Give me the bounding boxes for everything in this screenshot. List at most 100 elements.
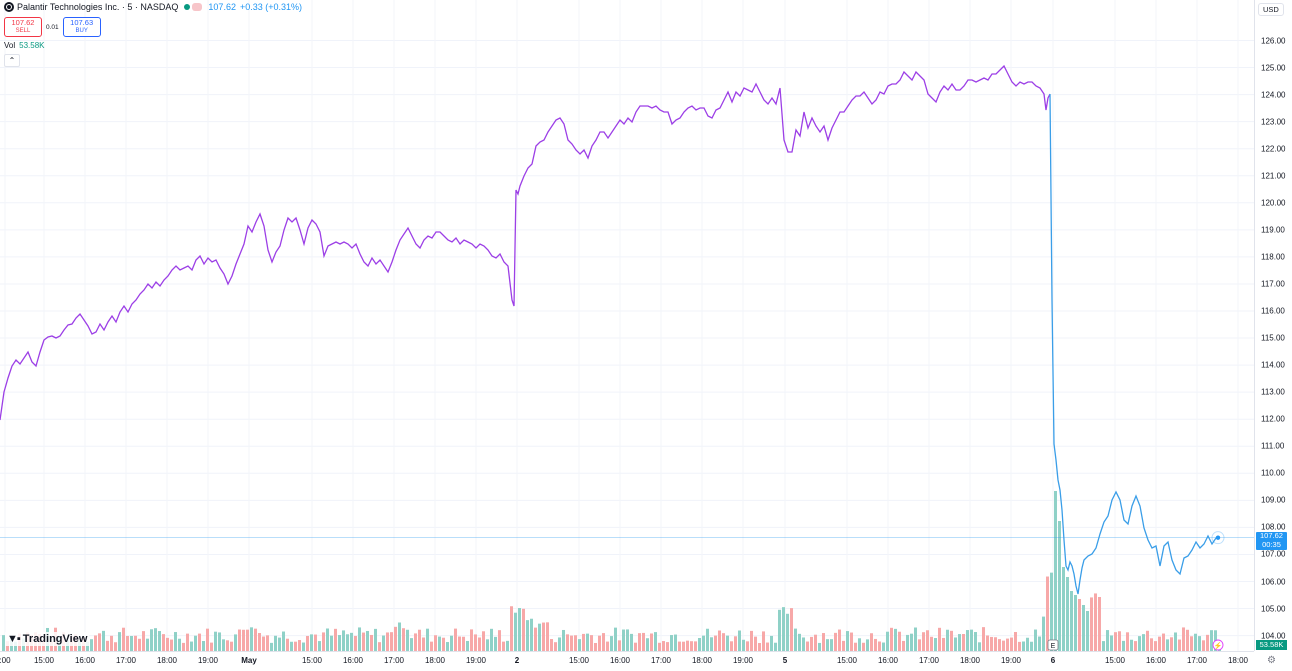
volume-bar xyxy=(686,640,689,651)
time-tick: 15:00 xyxy=(1104,656,1126,665)
volume-bar xyxy=(1006,638,1009,651)
volume-bar xyxy=(1050,572,1053,651)
volume-bar xyxy=(1154,641,1157,651)
volume-bar xyxy=(478,637,481,651)
price-tick: 117.00 xyxy=(1261,279,1285,289)
time-tick: 19:00 xyxy=(1000,656,1022,665)
volume-bar xyxy=(90,639,93,651)
time-tick: May xyxy=(241,656,257,665)
sell-button[interactable]: 107.62 SELL xyxy=(4,17,42,37)
time-scale[interactable]: :00 15:00 16:00 17:00 18:00 19:00 May 15:00 16:0… xyxy=(0,651,1254,671)
volume-bar xyxy=(806,641,809,651)
volume-bar xyxy=(966,630,969,651)
volume-bar xyxy=(1170,637,1173,651)
symbol-title[interactable]: Palantir Technologies Inc. · 5 · NASDAQ xyxy=(17,2,179,12)
volume-bar xyxy=(738,630,741,651)
volume-bar xyxy=(1086,611,1089,651)
volume-bar xyxy=(766,642,769,651)
volume-bar xyxy=(878,641,881,651)
volume-bar xyxy=(998,639,1001,651)
chart-pane[interactable]: E ⚡ Palantir Technologies Inc. · 5 · NAS… xyxy=(0,0,1254,651)
volume-bar xyxy=(586,633,589,651)
volume-bar xyxy=(270,642,273,651)
volume-bar xyxy=(1142,634,1145,651)
volume-bar xyxy=(574,635,577,651)
volume-bar xyxy=(898,631,901,651)
volume-bar xyxy=(2,635,5,651)
price-scale[interactable]: 126.00 125.00 124.00 123.00 122.00 121.00 120.… xyxy=(1254,0,1292,651)
price-tick: 126.00 xyxy=(1261,36,1286,45)
volume-bar xyxy=(290,641,293,651)
price-tick: 119.00 xyxy=(1261,225,1285,235)
volume-bar xyxy=(118,632,121,651)
price-chart[interactable]: E ⚡ xyxy=(0,0,1254,651)
volume-bar xyxy=(114,642,117,651)
volume-bar xyxy=(230,641,233,651)
sell-label: SELL xyxy=(15,28,31,34)
volume-bar xyxy=(594,642,597,651)
volume-bar xyxy=(498,630,501,651)
volume-bar xyxy=(634,642,637,651)
volume-bar xyxy=(146,638,149,651)
volume-bar xyxy=(1078,599,1081,651)
buy-button[interactable]: 107.63 BUY xyxy=(62,17,101,37)
volume-bar xyxy=(134,635,137,651)
volume-bar xyxy=(418,629,421,651)
volume-bar xyxy=(422,637,425,651)
time-tick: 19:00 xyxy=(732,656,754,665)
time-tick: 18:00 xyxy=(424,656,446,665)
volume-bar xyxy=(982,627,985,651)
settings-gear-icon[interactable]: ⚙ xyxy=(1267,655,1276,666)
volume-bar xyxy=(330,635,333,651)
time-tick: 2 xyxy=(514,656,520,665)
volume-bar xyxy=(110,635,113,651)
volume-bar xyxy=(1002,640,1005,651)
volume-bar xyxy=(874,638,877,651)
volume-bar xyxy=(86,641,89,651)
volume-bar xyxy=(162,634,165,651)
palantir-logo-icon xyxy=(4,2,14,12)
volume-bar xyxy=(834,632,837,651)
price-line-today xyxy=(1049,93,1218,595)
volume-bar xyxy=(802,637,805,651)
tradingview-logo[interactable]: ▼▪ TradingView xyxy=(5,632,90,646)
price-tick: 115.00 xyxy=(1261,333,1285,343)
volume-bar xyxy=(486,639,489,651)
time-tick: 5 xyxy=(782,656,788,665)
dividends-marker-icon[interactable]: ⚡ xyxy=(1212,639,1224,651)
volume-bar xyxy=(130,635,133,651)
volume-bar xyxy=(818,642,821,651)
volume-bar xyxy=(1138,636,1141,651)
volume-bar xyxy=(778,609,781,651)
volume-bar xyxy=(582,633,585,651)
volume-bar xyxy=(1122,640,1125,651)
volume-bar xyxy=(430,641,433,651)
time-tick: 18:00 xyxy=(959,656,981,665)
time-tick: 17:00 xyxy=(383,656,405,665)
volume-bar xyxy=(222,639,225,651)
market-status[interactable] xyxy=(184,3,203,11)
volume-bar xyxy=(1090,597,1093,651)
volume-bar xyxy=(442,637,445,651)
volume-bar xyxy=(1182,627,1185,651)
price-tick: 120.00 xyxy=(1261,198,1286,208)
volume-legend[interactable]: Vol 53.58K xyxy=(4,41,44,50)
volume-bar xyxy=(318,641,321,651)
volume-bar xyxy=(550,639,553,651)
volume-bar xyxy=(138,638,141,651)
volume-bar xyxy=(1046,576,1049,651)
earnings-marker[interactable]: E xyxy=(1047,639,1059,651)
volume-bar xyxy=(358,627,361,651)
volume-bar xyxy=(210,642,213,651)
volume-bar xyxy=(746,641,749,651)
volume-bar xyxy=(514,612,517,651)
volume-bar xyxy=(322,632,325,651)
volume-bar xyxy=(334,628,337,651)
buy-price: 107.63 xyxy=(70,18,94,27)
volume-bar xyxy=(822,633,825,651)
time-tick: 15:00 xyxy=(568,656,590,665)
volume-bar xyxy=(50,641,53,651)
collapse-legend-button[interactable]: ⌃ xyxy=(4,54,20,67)
volume-bar xyxy=(1074,595,1077,651)
currency-selector[interactable]: USD xyxy=(1258,3,1284,16)
